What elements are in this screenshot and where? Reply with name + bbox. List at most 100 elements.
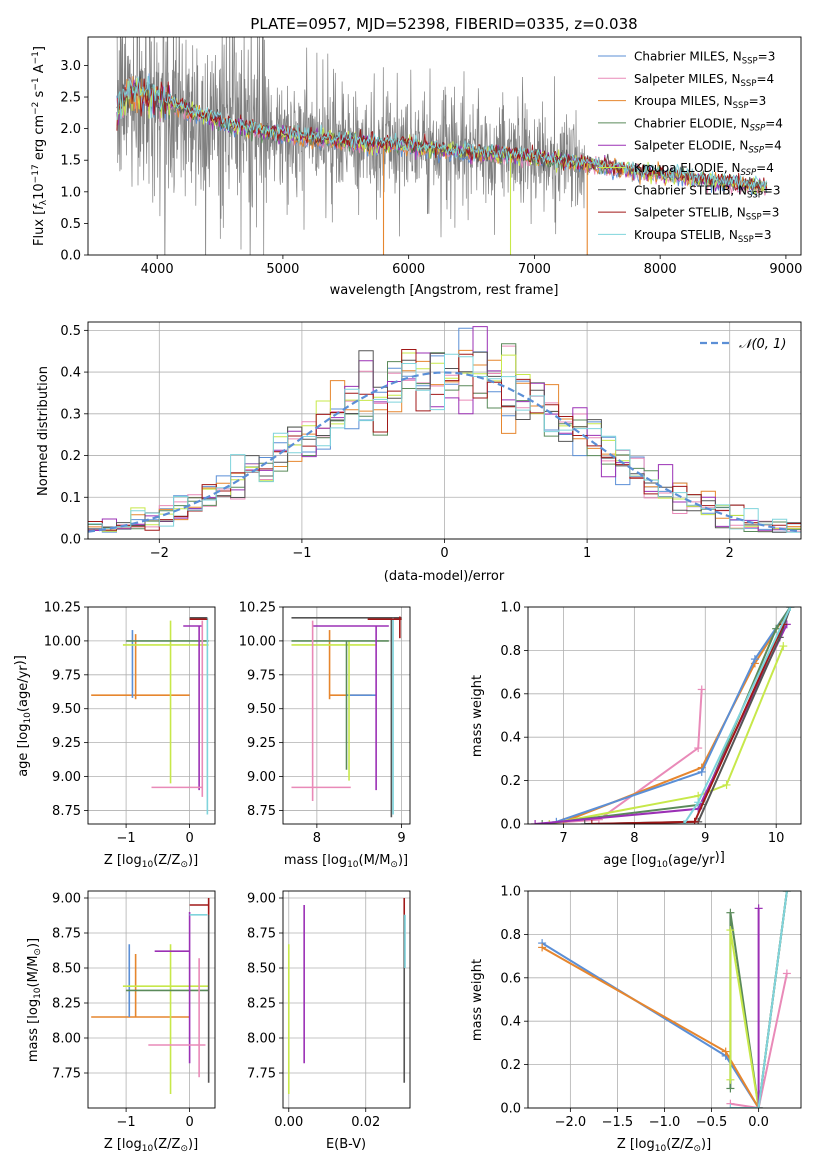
axes-mass-weight-vs-age bbox=[524, 606, 802, 828]
legend-entry: Salpeter STELIB, NSSP=3 bbox=[634, 206, 779, 223]
series-line-2 bbox=[556, 607, 792, 823]
plot-area-mass-vs-Z bbox=[91, 898, 210, 1094]
x-tick-label: 0 bbox=[185, 831, 193, 846]
x-tick-label: −2.0 bbox=[555, 1115, 587, 1130]
axes-mass-vs-Z bbox=[84, 890, 216, 1112]
y-axis-label: age [log10(age/yr)] bbox=[13, 655, 33, 777]
y-tick-label: 0.4 bbox=[500, 731, 521, 746]
axes-age-vs-mass bbox=[279, 606, 411, 828]
y-tick-label: 9.50 bbox=[52, 702, 81, 717]
x-tick-label: 7000 bbox=[518, 262, 551, 277]
y-tick-label: 7.75 bbox=[247, 1067, 276, 1082]
x-tick-label: −1.0 bbox=[649, 1115, 681, 1130]
histogram-8 bbox=[88, 353, 801, 533]
y-tick-label: 0.8 bbox=[500, 644, 521, 659]
axes-frame bbox=[282, 890, 411, 1109]
x-tick-label: −1.5 bbox=[602, 1115, 634, 1130]
x-tick-label: 6000 bbox=[392, 262, 425, 277]
series-line-5 bbox=[535, 623, 788, 824]
x-tick-label: −0.5 bbox=[696, 1115, 728, 1130]
x-axis-label: age [log10(age/yr)] bbox=[603, 850, 725, 870]
y-tick-label: 1.0 bbox=[500, 885, 521, 900]
x-axis-label: wavelength [Angstrom, rest frame] bbox=[330, 283, 559, 298]
x-axis-label: Z [log10(Z/Z⊙)] bbox=[104, 853, 198, 870]
series-line-6 bbox=[730, 891, 788, 1108]
y-tick-label: 0.4 bbox=[500, 1015, 521, 1030]
model-spectrum-7 bbox=[116, 77, 768, 192]
series-line-2 bbox=[730, 973, 788, 1108]
x-tick-label: 0.0 bbox=[748, 1115, 769, 1130]
x-tick-label: −1 bbox=[292, 546, 311, 561]
y-tick-label: 8.75 bbox=[247, 927, 276, 942]
y-tick-label: 9.00 bbox=[247, 770, 276, 785]
legend: Chabrier MILES, NSSP=3 Salpeter MILES, NS… bbox=[598, 50, 783, 245]
x-tick-label: 0 bbox=[185, 1115, 193, 1130]
legend-entry: Salpeter ELODIE, NSSP=4 bbox=[634, 139, 782, 156]
y-tick-label: 0.0 bbox=[60, 249, 81, 264]
axes-residual-histogram bbox=[84, 321, 802, 543]
y-tick-label: 8.00 bbox=[247, 1032, 276, 1047]
series-line-4 bbox=[542, 607, 792, 824]
y-tick-label: 0.8 bbox=[500, 928, 521, 943]
figure-title: PLATE=0957, MJD=52398, FIBERID=0335, z=0… bbox=[250, 15, 637, 33]
plot-area-mass-weight-vs-Z bbox=[538, 891, 791, 1108]
axes-mass-vs-EBV bbox=[279, 890, 411, 1112]
y-tick-label: 10.25 bbox=[44, 601, 81, 616]
plot-area-mass-vs-EBV bbox=[287, 898, 406, 1094]
y-tick-label: 9.00 bbox=[52, 770, 81, 785]
axes-frame bbox=[87, 321, 802, 540]
y-tick-label: 1.0 bbox=[60, 185, 81, 200]
y-axis-label: mass [log10(M/M⊙)] bbox=[26, 938, 43, 1062]
axes-age-vs-Z bbox=[84, 606, 216, 828]
axes-mass-weight-vs-Z bbox=[524, 890, 802, 1112]
y-tick-label: 2.5 bbox=[60, 91, 81, 106]
x-axis-label: E(B-V) bbox=[326, 1137, 366, 1152]
series-line-6 bbox=[584, 607, 792, 824]
legend-entry: 𝒩(0, 1) bbox=[739, 337, 786, 352]
legend-entry: Chabrier MILES, NSSP=3 bbox=[634, 50, 775, 67]
legend-entry: Kroupa MILES, NSSP=3 bbox=[634, 94, 766, 111]
y-axis-label: Normed distribution bbox=[36, 366, 51, 496]
axes-frame bbox=[527, 606, 802, 825]
y-tick-label: 3.0 bbox=[60, 59, 81, 74]
x-tick-label: 4000 bbox=[141, 262, 174, 277]
x-tick-label: 8 bbox=[630, 831, 638, 846]
y-tick-label: 9.00 bbox=[52, 892, 81, 907]
x-tick-label: −1 bbox=[117, 831, 136, 846]
y-tick-label: 8.75 bbox=[52, 927, 81, 942]
y-tick-label: 2.0 bbox=[60, 122, 81, 137]
y-tick-label: 0.0 bbox=[60, 533, 81, 548]
x-tick-label: 0.02 bbox=[351, 1115, 380, 1130]
y-tick-label: 9.00 bbox=[247, 892, 276, 907]
y-axis-label: Flux [fλ10−17 erg cm−2 s−1 A−1] bbox=[31, 46, 49, 246]
x-tick-label: 9000 bbox=[769, 262, 802, 277]
y-tick-label: 0.4 bbox=[60, 366, 81, 381]
x-tick-label: 7 bbox=[559, 831, 567, 846]
y-tick-label: 0.2 bbox=[500, 1058, 521, 1073]
axes-frame bbox=[527, 890, 802, 1109]
y-tick-label: 8.75 bbox=[247, 804, 276, 819]
x-axis-label: mass [log10(M/M⊙)] bbox=[284, 853, 408, 870]
y-tick-label: 0.6 bbox=[500, 971, 521, 986]
y-tick-label: 9.75 bbox=[247, 668, 276, 683]
y-tick-label: 0.0 bbox=[500, 1102, 521, 1117]
x-axis-label: Z [log10(Z/Z⊙)] bbox=[617, 1137, 711, 1154]
y-tick-label: 8.25 bbox=[52, 997, 81, 1012]
y-tick-label: 9.50 bbox=[247, 702, 276, 717]
axes-frame bbox=[282, 606, 411, 825]
legend-entry: Chabrier STELIB, NSSP=3 bbox=[634, 183, 781, 200]
x-tick-label: 1 bbox=[583, 546, 591, 561]
x-tick-label: 9 bbox=[397, 831, 405, 846]
plot-area-spectrum bbox=[116, 37, 768, 255]
x-tick-label: 0 bbox=[440, 546, 448, 561]
y-tick-label: 7.75 bbox=[52, 1067, 81, 1082]
legend-normal: 𝒩(0, 1) bbox=[700, 337, 786, 352]
x-tick-label: 0.00 bbox=[274, 1115, 303, 1130]
y-tick-label: 10.25 bbox=[239, 601, 276, 616]
x-tick-label: 10 bbox=[768, 831, 785, 846]
y-tick-label: 10.00 bbox=[44, 634, 81, 649]
axes-frame bbox=[87, 890, 216, 1109]
y-tick-label: 0.2 bbox=[60, 449, 81, 464]
axes-frame bbox=[87, 36, 802, 256]
